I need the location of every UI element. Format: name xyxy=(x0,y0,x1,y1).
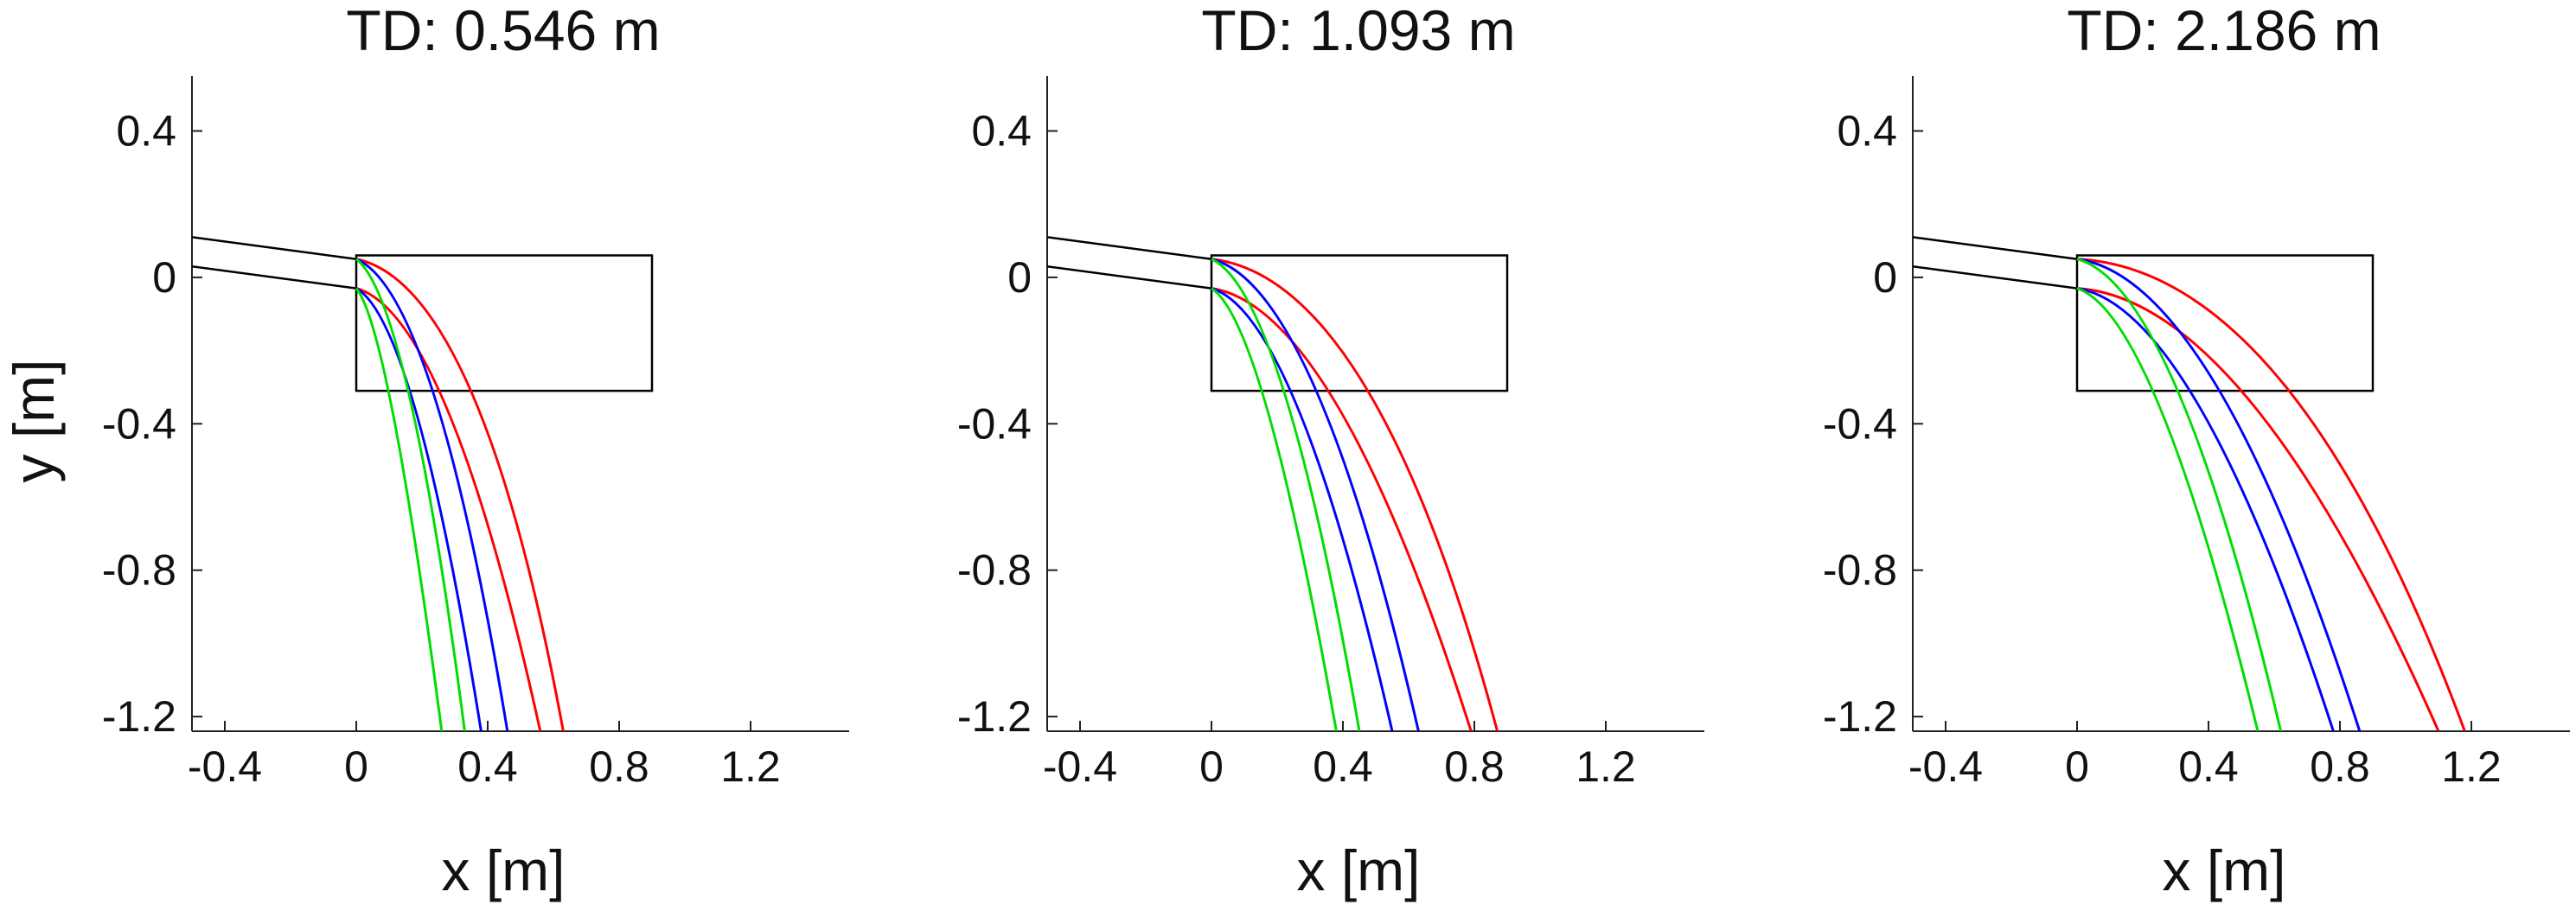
x-tick-label: -0.4 xyxy=(1043,742,1117,791)
x-tick-label: 0.8 xyxy=(589,742,649,791)
y-tick-label: -0.8 xyxy=(102,546,176,595)
y-tick-label: 0.4 xyxy=(116,107,176,156)
trajectory-curve xyxy=(2076,258,2283,731)
plot-area xyxy=(1047,236,1509,731)
target-rectangle xyxy=(1210,254,1509,392)
x-tick-label: 0.4 xyxy=(457,742,518,791)
y-tick-label: -0.4 xyxy=(102,399,176,448)
x-tick-label: 0.4 xyxy=(1313,742,1373,791)
x-tick-label: 1.2 xyxy=(2441,742,2502,791)
x-tick-label: 1.2 xyxy=(1576,742,1636,791)
plot-area xyxy=(1913,236,2466,731)
target-rectangle xyxy=(2075,254,2375,392)
y-tick-label: -0.8 xyxy=(957,546,1032,595)
trajectory-curve xyxy=(1211,287,1394,731)
chart-panel-3: -0.4 0 0.4 0.8 1.2 0.4 0 -0.4 -0.8 -1.2 TD: 2.186 … xyxy=(1823,0,2570,902)
trajectory-curve xyxy=(355,258,466,731)
jet-boundary-line xyxy=(1913,264,2078,290)
trajectory-curve xyxy=(2076,287,2260,731)
x-tick-label: 0 xyxy=(344,742,368,791)
y-axis-label: y [m] xyxy=(2,360,66,483)
trajectory-curve xyxy=(2076,287,2335,731)
x-tick-label: 0.4 xyxy=(2178,742,2239,791)
trajectory-curve xyxy=(355,287,483,731)
trajectory-curve xyxy=(1211,258,1420,731)
trajectory-curve xyxy=(355,287,444,731)
trajectory-curve xyxy=(2076,258,2362,731)
x-tick-label: 0 xyxy=(1199,742,1224,791)
x-axis-label: x [m] xyxy=(1297,838,1421,902)
x-axis-label: x [m] xyxy=(2163,838,2286,902)
chart-title: TD: 2.186 m xyxy=(2067,0,2381,62)
trajectory-curve xyxy=(2076,258,2466,731)
y-tick-label: -0.8 xyxy=(1823,546,1897,595)
trajectory-curve xyxy=(2076,287,2440,731)
x-tick-label: 0 xyxy=(2065,742,2089,791)
plot-area xyxy=(192,236,654,731)
y-tick-label: 0.4 xyxy=(1837,107,1897,156)
trajectory-curve xyxy=(355,258,565,731)
y-tick-label: 0.4 xyxy=(971,107,1032,156)
x-tick-label: 1.2 xyxy=(720,742,781,791)
y-tick-label: 0 xyxy=(1007,253,1032,302)
y-tick-label: 0 xyxy=(1873,253,1897,302)
x-tick-label: 0.8 xyxy=(1444,742,1505,791)
trajectory-curve xyxy=(1211,258,1361,731)
jet-boundary-line xyxy=(192,264,357,290)
y-tick-label: -0.4 xyxy=(1823,399,1897,448)
y-tick-label: -1.2 xyxy=(102,692,176,741)
target-rectangle xyxy=(355,254,654,392)
chart-panel-1: -0.4 0 0.4 0.8 1.2 0.4 0 -0.4 -0.8 -1.2 TD: 0.546 … xyxy=(2,0,849,902)
jet-boundary-line xyxy=(1913,236,2078,260)
x-tick-label: -0.4 xyxy=(188,742,262,791)
y-tick-label: -0.4 xyxy=(957,399,1032,448)
jet-boundary-line xyxy=(1047,236,1212,260)
y-tick-label: -1.2 xyxy=(1823,692,1897,741)
jet-boundary-line xyxy=(192,236,357,260)
chart-panel-2: -0.4 0 0.4 0.8 1.2 0.4 0 -0.4 -0.8 -1.2 TD: 1.093 … xyxy=(957,0,1704,902)
y-tick-label: -1.2 xyxy=(957,692,1032,741)
trajectory-curve xyxy=(1211,258,1499,731)
x-tick-label: -0.4 xyxy=(1908,742,1983,791)
y-tick-label: 0 xyxy=(152,253,176,302)
trajectory-curve xyxy=(355,258,509,731)
trajectory-curve xyxy=(1211,287,1338,731)
chart-title: TD: 0.546 m xyxy=(346,0,660,62)
x-tick-label: 0.8 xyxy=(2310,742,2370,791)
x-axis-label: x [m] xyxy=(442,838,566,902)
jet-boundary-line xyxy=(1047,264,1212,290)
chart-title: TD: 1.093 m xyxy=(1201,0,1515,62)
